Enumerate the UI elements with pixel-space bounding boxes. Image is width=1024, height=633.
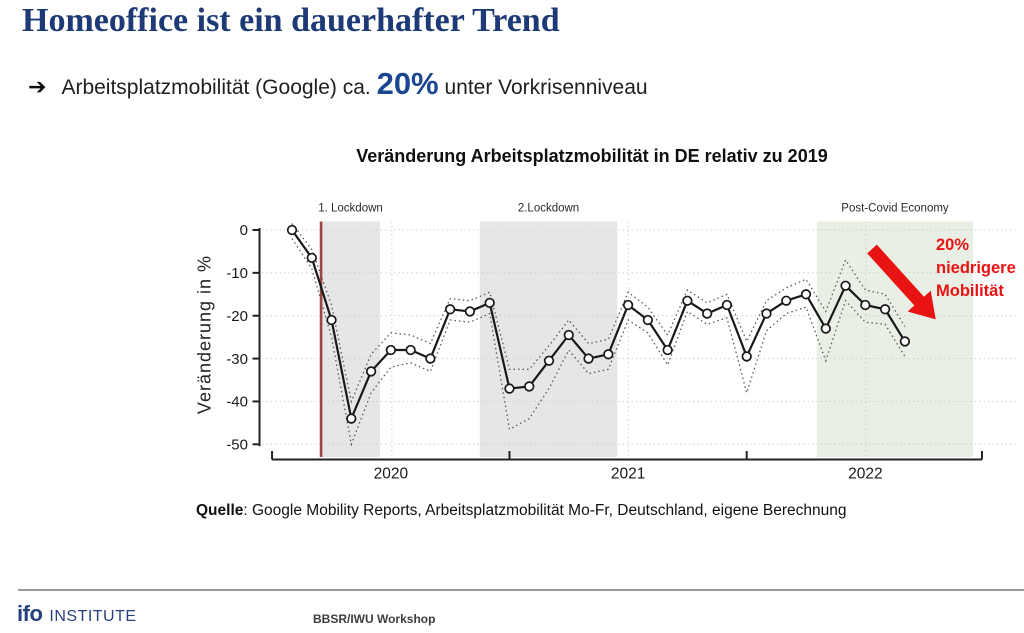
data-point-marker (603, 349, 614, 360)
data-point-marker (702, 308, 713, 319)
data-point-marker (346, 413, 357, 424)
ifo-logo: ifo INSTITUTE (17, 601, 137, 627)
data-point-marker (622, 299, 634, 311)
x-year-label: 2020 (374, 466, 409, 483)
data-point-marker (682, 295, 693, 306)
source-label: Quelle (196, 502, 244, 519)
data-point-marker (879, 304, 891, 315)
source-line: Quelle: Google Mobility Reports, Arbeits… (196, 502, 846, 520)
data-point-marker (385, 344, 397, 356)
data-point-marker (860, 299, 871, 311)
y-tick-label: -40 (226, 394, 248, 411)
region-label: 2.Lockdown (518, 203, 579, 215)
data-point-marker (504, 383, 515, 394)
data-point-marker (405, 344, 416, 356)
key-message: ➔ Arbeitsplatzmobilität (Google) ca. 20% … (28, 66, 648, 102)
data-point-marker (642, 314, 654, 326)
confidence-band (291, 238, 906, 447)
ifo-logo-text: INSTITUTE (49, 608, 137, 625)
trend-annotation: 20% niedrigere Mobilität (936, 236, 1016, 300)
data-point-marker (286, 224, 298, 236)
data-point-marker (464, 306, 476, 317)
data-point-marker (306, 252, 317, 264)
data-point-marker (484, 297, 495, 309)
data-point-marker (425, 353, 436, 364)
data-point-marker (563, 329, 574, 341)
x-year-label: 2022 (848, 466, 882, 483)
data-point-marker (524, 381, 535, 392)
data-point-marker (662, 344, 673, 356)
data-point-marker (800, 289, 812, 300)
trend-arrow (867, 244, 936, 320)
data-point-marker (781, 295, 792, 306)
data-point-marker (721, 299, 733, 311)
data-point-marker (741, 351, 752, 362)
footer-event-label: BBSR/IWU Workshop (313, 612, 436, 626)
y-tick-label: 0 (240, 222, 248, 239)
footer-divider (18, 589, 1024, 591)
highlight-region (479, 221, 618, 457)
key-message-text: Arbeitsplatzmobilität (Google) ca. (61, 76, 377, 99)
data-point-marker (543, 355, 555, 366)
region-label: 1. Lockdown (318, 203, 383, 215)
y-tick-label: -30 (226, 351, 248, 368)
page-title: Homeoffice ist ein dauerhafter Trend (22, 2, 560, 39)
y-axis-label: Veränderung in % (194, 254, 215, 415)
y-tick-label: -20 (226, 308, 248, 325)
ifo-logo-mark: ifo (17, 601, 43, 626)
data-point-marker (365, 366, 377, 377)
arrow-bullet-icon: ➔ (28, 74, 47, 99)
data-point-marker (326, 314, 337, 326)
x-year-label: 2021 (611, 466, 645, 483)
key-message-text-after: unter Vorkrisenniveau (438, 76, 648, 99)
key-message-highlight: 20% (376, 66, 439, 101)
region-label: Post-Covid Economy (841, 203, 949, 215)
chart-title: Veränderung Arbeitsplatzmobilität in DE … (356, 146, 828, 166)
source-text: : Google Mobility Reports, Arbeitsplatzm… (243, 502, 847, 519)
data-point-marker (840, 280, 851, 291)
y-tick-label: -50 (226, 437, 248, 454)
data-point-marker (583, 353, 594, 364)
data-point-marker (761, 308, 772, 319)
data-point-marker (445, 304, 456, 315)
data-point-marker (899, 336, 911, 347)
data-point-marker (820, 323, 831, 334)
y-tick-label: -10 (226, 265, 248, 282)
